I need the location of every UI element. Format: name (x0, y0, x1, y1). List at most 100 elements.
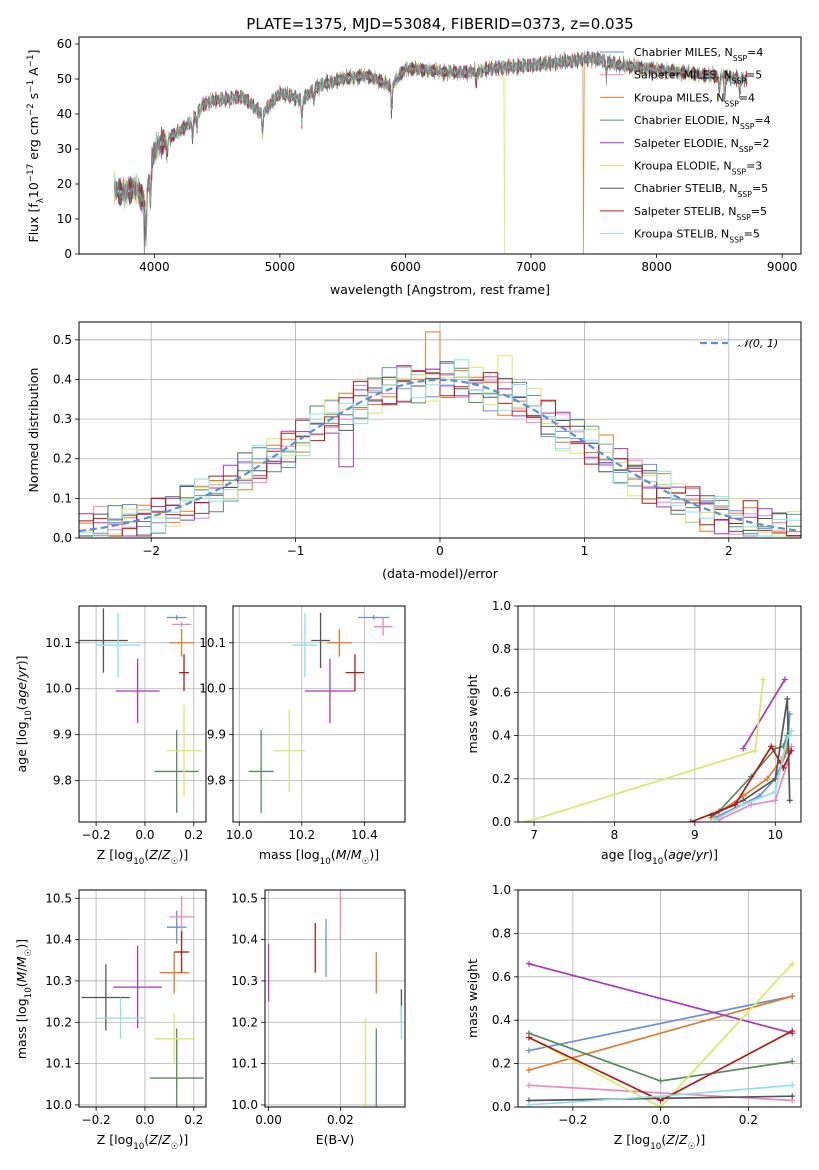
plot-area-mass_weight_vs_Z (525, 960, 796, 1107)
mass-weight-marker (764, 775, 771, 782)
x-tick-label: 10 (768, 828, 783, 842)
y-tick-label: 10.1 (45, 636, 72, 650)
plot-area-mass_vs_Z (81, 896, 204, 1107)
y-tick-label: 0.0 (53, 531, 72, 545)
grid-age_vs_mass (233, 606, 405, 822)
mass-weight-line (528, 1084, 793, 1102)
axes-frame-age_vs_Z (78, 605, 207, 823)
x-tick-label: 4000 (139, 260, 170, 274)
mass-weight-marker (657, 1104, 664, 1107)
y-tick-label: 0.4 (492, 1013, 511, 1027)
y-tick-label: 0.6 (492, 685, 511, 699)
y-axis-label: mass weight (465, 959, 480, 1038)
y-tick-label: 10.0 (199, 682, 226, 696)
grid-mass_vs_Z (79, 890, 206, 1107)
panel-mass_vs_EBV: 0.00 0.02 10.0 10.1 10.2 10.3 10.4 10.5 E(B-V) (231, 889, 406, 1147)
mass-weight-marker (784, 734, 791, 741)
x-tick-label: 8 (611, 828, 619, 842)
x-tick-label: 0.0 (651, 1113, 670, 1127)
x-tick-label: 10.0 (226, 828, 253, 842)
x-tick-label: 0.2 (184, 1113, 203, 1127)
axes-frame-age_vs_mass (232, 605, 406, 823)
y-tick-label: 0.2 (492, 1057, 511, 1071)
plot-area-age_vs_mass (248, 612, 393, 813)
axes-frame-mass_vs_EBV (264, 889, 406, 1108)
mass-weight-line (525, 679, 765, 822)
x-tick-label: 0 (436, 544, 444, 558)
x-axis-label: wavelength [Angstrom, rest frame] (330, 282, 550, 297)
figure-title: PLATE=1375, MJD=53084, FIBERID=0373, z=0… (246, 15, 633, 33)
x-tick-label: −0.2 (82, 828, 111, 842)
axes-frame-mass_weight_vs_Z (517, 889, 802, 1108)
axes-frame-mass_weight_vs_age (517, 605, 802, 823)
mass-weight-marker (760, 676, 767, 683)
observed-spectrum-line (113, 51, 748, 247)
mass-weight-marker (772, 788, 779, 795)
y-tick-label: 10.3 (231, 974, 258, 988)
y-tick-label: 0.6 (492, 970, 511, 984)
mass-weight-marker (740, 801, 747, 808)
x-axis-label: age [log10(age/yr)] (601, 847, 718, 867)
x-tick-label: 8000 (641, 260, 672, 274)
y-tick-label: 10.4 (231, 933, 258, 947)
panel-mass_vs_Z: −0.2 0.0 0.2 10.0 10.1 10.2 10.3 10.4 10.5 Z [log… (14, 889, 207, 1152)
y-tick-label: 10.5 (231, 891, 258, 905)
histogram-step (79, 361, 801, 537)
mass-weight-line (714, 713, 791, 819)
plot-area-age_vs_Z (79, 608, 202, 813)
x-tick-label: −0.2 (558, 1113, 587, 1127)
normal-reference-curve (79, 378, 799, 533)
y-tick-label: 0.5 (53, 333, 72, 347)
x-tick-label: 9 (691, 828, 699, 842)
y-axis-label: age [log10(age/yr)] (14, 655, 34, 772)
y-tick-label: 30 (57, 142, 72, 156)
y-tick-label: 10 (57, 212, 72, 226)
y-tick-label: 0.3 (53, 412, 72, 426)
panel-residuals: −2 −1 0 1 2 0.0 0.1 0.2 0.3 0.4 0.5 (data-model)/er… (26, 321, 802, 581)
mass-weight-marker (687, 819, 694, 822)
mass-weight-line (528, 995, 793, 1052)
mass-weight-marker (525, 1034, 532, 1041)
panel-age_vs_Z: −0.2 0.0 0.2 9.8 9.9 10.0 10.1 Z [log10(Z/Z☉)] a… (14, 605, 207, 867)
y-tick-label: 0.4 (53, 372, 72, 386)
x-tick-label: −2 (142, 544, 160, 558)
y-tick-label: 9.9 (53, 728, 72, 742)
mass-weight-marker (781, 676, 788, 683)
spectrum-line (113, 50, 748, 238)
mass-weight-marker (523, 819, 530, 822)
x-axis-label: (data-model)/error (382, 566, 499, 581)
axes-frame-residuals (78, 321, 802, 539)
axes-frame-mass_vs_Z (78, 889, 207, 1108)
x-tick-label: 0.00 (255, 1113, 282, 1127)
mass-weight-marker (732, 801, 739, 808)
panel-mass_weight_vs_Z: −0.2 0.0 0.2 0.0 0.2 0.4 0.6 0.8 1.0 Z [log10(Z/Z… (465, 883, 802, 1152)
mass-weight-marker (740, 745, 747, 752)
y-tick-label: 9.8 (53, 774, 72, 788)
y-axis-label: Normed distribution (26, 368, 41, 493)
x-tick-label: 2 (725, 544, 733, 558)
y-tick-label: 0.2 (53, 452, 72, 466)
y-tick-label: 0.8 (492, 642, 511, 656)
mass-weight-marker (788, 728, 795, 735)
y-tick-label: 10.3 (45, 974, 72, 988)
x-axis-label: E(B-V) (316, 1132, 355, 1147)
x-tick-label: −0.2 (82, 1113, 111, 1127)
y-tick-label: 10.1 (199, 636, 226, 650)
y-tick-label: 0.0 (492, 1100, 511, 1114)
mass-weight-marker (525, 960, 532, 967)
mass-weight-marker (752, 747, 759, 754)
grid-age_vs_Z (79, 606, 206, 822)
x-axis-label: Z [log10(Z/Z☉)] (97, 1132, 189, 1152)
y-tick-label: 1.0 (492, 599, 511, 613)
y-tick-label: 10.0 (45, 682, 72, 696)
legend-label: Chabrier MILES, NSSP=4 (634, 46, 763, 63)
legend-label: Salpeter STELIB, NSSP=5 (634, 205, 767, 222)
legend-label: Kroupa MILES, NSSP=4 (634, 91, 755, 108)
y-axis-label: Flux [fλ10−17 erg cm−2 s−1 A−1] (26, 50, 46, 243)
y-tick-label: 50 (57, 72, 72, 86)
mass-weight-marker (772, 775, 779, 782)
panel-spectrum: 4000 5000 6000 7000 8000 9000 0 10 20 30 40 50 60 wav… (26, 36, 802, 297)
mass-weight-marker (789, 993, 796, 1000)
y-tick-label: 9.9 (207, 728, 226, 742)
y-tick-label: 10.2 (45, 1015, 72, 1029)
